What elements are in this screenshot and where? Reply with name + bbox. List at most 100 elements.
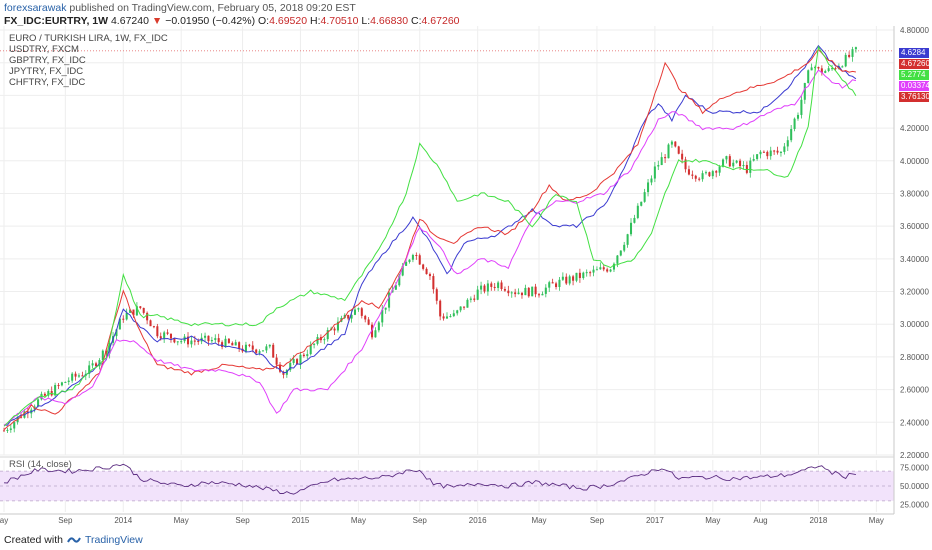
candle-up [381,309,384,323]
candle-up [851,49,854,57]
candle-down [425,268,428,275]
candle-up [524,287,527,296]
time-tick-label: May [174,516,189,525]
candle-down [684,159,687,170]
legend-item-usdtry[interactable]: USDTRY, FXCM [9,44,79,55]
candle-up [647,182,650,193]
high-label: H: [310,15,321,27]
candle-down [762,151,765,153]
candle-up [326,330,329,340]
legend-item-chftry[interactable]: CHFTRY, FX_IDC [9,77,86,88]
legend-main-symbol[interactable]: EURO / TURKISH LIRA, 1W, FX_IDC [9,33,168,44]
candle-up [299,354,302,365]
candle-down [694,175,697,179]
time-tick-label: Sep [590,516,605,525]
time-tick-label: May [869,516,884,525]
candle-up [394,285,397,290]
candle-up [575,272,578,281]
candle-up [292,359,295,363]
candle-up [476,289,479,300]
price-tick-label: 3.40000 [900,255,929,264]
candle-up [643,192,646,202]
candle-down [279,364,282,372]
candle-down [57,385,60,387]
candle-up [742,164,745,167]
candle-up [357,308,360,310]
candle-down [483,285,486,292]
candle-up [660,157,663,166]
rsi-pane [3,463,856,495]
candle-down [422,264,425,269]
candle-up [306,354,309,357]
symbol-label[interactable]: FX_IDC:EURTRY, 1W [4,15,109,27]
candle-up [582,272,585,279]
rsi-grid [0,460,894,512]
candle-up [722,159,725,167]
candle-down [817,67,820,69]
candle-down [520,292,523,296]
candle-down [238,342,241,349]
candle-down [347,314,350,319]
candle-up [77,375,80,377]
candle-up [176,341,179,343]
series-line-usdtry [3,44,857,426]
candle-down [169,333,172,339]
author-link[interactable]: forexsarawak [4,2,67,14]
candle-down [227,338,230,343]
time-tick-label: 2018 [810,516,828,525]
legend-item-gbptry[interactable]: GBPTRY, FX_IDC [9,55,86,66]
candle-up [210,340,213,342]
candle-down [551,282,554,284]
candle-up [480,285,483,290]
candle-up [459,306,462,311]
series-line-gbptry [3,48,856,431]
candle-up [814,67,817,69]
tradingview-link[interactable]: TradingView [84,534,143,546]
candle-up [612,263,615,270]
candle-up [486,283,489,292]
candle-up [71,373,74,381]
candle-up [163,332,166,339]
candle-down [514,292,517,295]
jpytry-price-badge: 0.03374 [899,81,930,91]
close-value: 4.67260 [421,15,460,27]
candle-up [101,350,104,361]
rsi-tick-label: 75.0000 [900,463,929,472]
candle-up [13,422,16,429]
candle-down [428,274,431,277]
legend-item-jpytry[interactable]: JPYTRY, FX_IDC [9,66,84,77]
candle-up [619,250,622,256]
candle-up [64,381,67,383]
candle-down [20,416,23,418]
candle-up [510,292,513,294]
candle-down [333,328,336,331]
candle-up [824,70,827,73]
candle-up [544,287,547,294]
candle-up [640,201,643,206]
candle-down [442,316,445,319]
candle-down [367,319,370,325]
candle-down [159,336,162,339]
footer: Created with TradingView [4,534,143,546]
candle-down [105,350,108,354]
series-line-chftry [3,45,857,427]
candle-up [115,329,118,337]
candle-up [793,118,796,130]
candle-up [411,255,414,260]
candle-up [541,293,544,296]
candle-down [534,286,537,295]
candle-up [40,393,43,400]
candle-down [248,344,251,346]
candle-up [265,346,268,351]
candle-down [2,430,6,432]
rsi-label[interactable]: RSI (14, close) [9,459,72,470]
candle-up [67,380,70,382]
candle-up [827,68,830,71]
time-tick-label: 2015 [292,516,310,525]
time-tick-label: May [351,516,366,525]
time-tick-label: ay [0,516,8,525]
candle-up [718,166,721,173]
time-tick-label: 2014 [114,516,132,525]
candle-down [139,306,142,308]
